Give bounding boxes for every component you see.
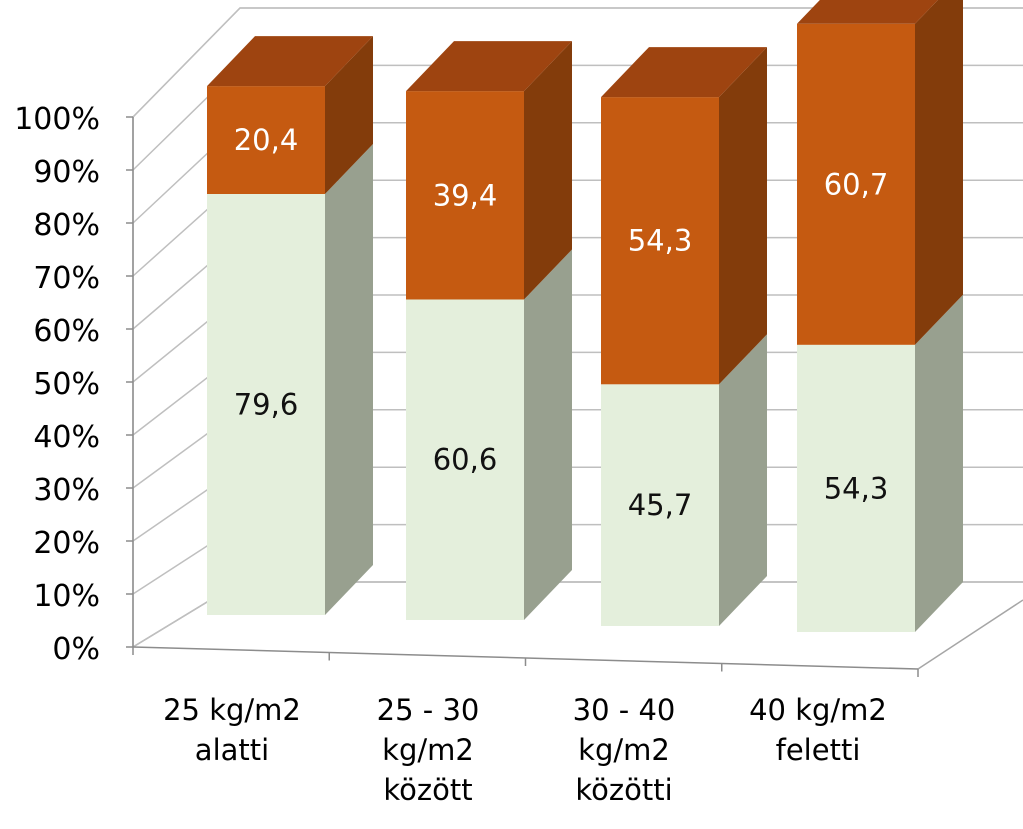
x-category-label: közötti [575, 773, 672, 807]
y-tick-label: 20% [33, 526, 100, 561]
y-tick-label: 90% [33, 155, 100, 190]
y-tick-label: 60% [33, 314, 100, 349]
y-tick-label: 0% [52, 632, 100, 667]
y-tick-label: 50% [33, 367, 100, 402]
gridline [132, 7, 1023, 118]
x-category-label: kg/m2 [578, 733, 670, 767]
bar-value-label: 60,7 [824, 167, 889, 201]
x-category-label: feletti [776, 733, 861, 767]
bar-value-label: 79,6 [234, 388, 299, 422]
bar-segment: 60,6 [406, 249, 572, 620]
y-tick-label: 40% [33, 420, 100, 455]
bar-front-face [601, 97, 719, 385]
bar-front-face [207, 194, 325, 615]
floor-right-edge [917, 599, 1023, 670]
x-category-label: kg/m2 [382, 733, 474, 767]
bar-side-face [325, 144, 373, 615]
bar-side-face [524, 249, 572, 620]
bar-value-label: 54,3 [628, 224, 693, 258]
x-category-label: 40 kg/m2 [749, 693, 887, 727]
y-axis-tick-labels: 0% 10% 20% 30% 40% 50% 60% 70% 80% 90% 100% [14, 102, 100, 667]
bar-segment: 54,3 [797, 294, 963, 632]
bar-value-label: 60,6 [433, 443, 498, 477]
axes [126, 116, 919, 677]
y-tick-label: 100% [14, 102, 100, 137]
bar-side-face [915, 0, 963, 345]
x-category-label: alatti [195, 733, 269, 767]
bar-front-face [797, 23, 915, 345]
bar-value-label: 45,7 [628, 488, 693, 522]
x-category-label: 25 - 30 [377, 693, 480, 727]
bar-segment: 54,3 [601, 47, 767, 385]
bar-top-face [406, 41, 572, 92]
x-axis-category-labels: 25 kg/m2 alatti 25 - 30 kg/m2 között 30 - 40 k… [163, 693, 887, 807]
bar-segment: 20,4 [207, 36, 373, 194]
bar-top-face [207, 36, 373, 87]
bar-segment: 79,6 [207, 144, 373, 615]
bar-front-face [406, 91, 524, 300]
bar-side-face [915, 294, 963, 632]
y-tick-label: 30% [33, 473, 100, 508]
y-tick-label: 80% [33, 208, 100, 243]
bar-segment: 45,7 [601, 334, 767, 626]
bar-side-face [325, 36, 373, 194]
bar-side-face [719, 47, 767, 385]
bars: 79,6 20,4 60,6 39,4 45,7 54,3 54,3 60,7 [207, 0, 963, 632]
x-category-label: 25 kg/m2 [163, 693, 301, 727]
bar-front-face [207, 86, 325, 194]
bar-front-face [797, 344, 915, 632]
bar-segment: 60,7 [797, 0, 963, 345]
bar-front-face [406, 299, 524, 620]
bar-value-label: 54,3 [824, 471, 889, 505]
bar-top-face [797, 0, 938, 24]
bar-top-face [601, 47, 767, 98]
x-category-label: 30 - 40 [573, 693, 676, 727]
bar-side-face [719, 334, 767, 626]
bar-value-label: 20,4 [234, 123, 299, 157]
bar-segment: 39,4 [406, 41, 572, 300]
bar-side-face [524, 41, 572, 300]
bar-front-face [601, 384, 719, 626]
bar-value-label: 39,4 [433, 178, 498, 212]
x-category-label: között [383, 773, 472, 807]
y-tick-label: 70% [33, 261, 100, 296]
y-tick-label: 10% [33, 579, 100, 614]
